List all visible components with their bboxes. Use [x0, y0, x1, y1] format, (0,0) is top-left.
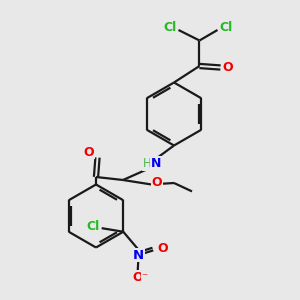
Text: ⁻: ⁻: [141, 271, 147, 284]
Text: O: O: [84, 146, 94, 159]
Text: H: H: [142, 157, 152, 170]
Text: Cl: Cl: [87, 220, 100, 233]
Text: O: O: [132, 271, 143, 284]
Text: N: N: [151, 157, 161, 170]
Text: O: O: [223, 61, 233, 74]
Text: N: N: [133, 249, 144, 262]
Text: O: O: [152, 176, 162, 190]
Text: O: O: [157, 242, 168, 255]
Text: Cl: Cl: [219, 21, 232, 34]
Text: Cl: Cl: [164, 21, 177, 34]
